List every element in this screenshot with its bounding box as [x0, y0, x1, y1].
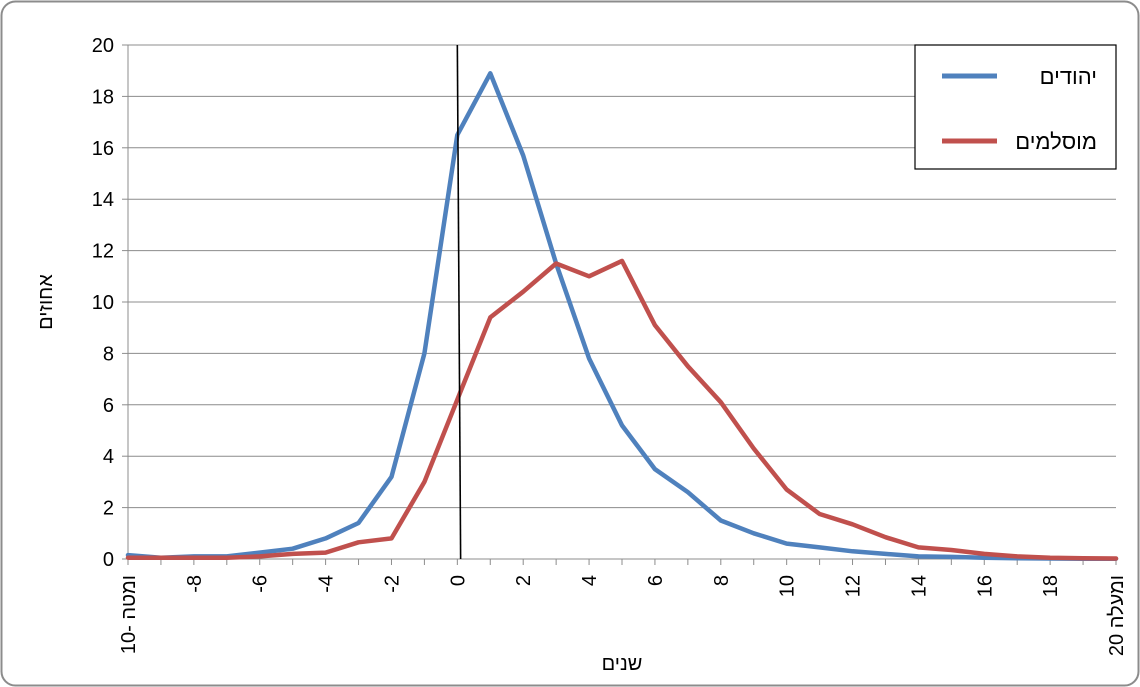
reference-line — [456, 44, 462, 560]
x-tick-label: 2 — [513, 575, 535, 586]
x-tick-label: 8 — [711, 575, 733, 586]
y-tick-label: 12 — [92, 241, 114, 263]
legend-label: יהודים — [1040, 64, 1097, 89]
x-tick-label: -4 — [316, 575, 338, 593]
x-tick-label: 12 — [843, 575, 865, 597]
x-tick-label: 20 ומעלה — [1106, 575, 1128, 656]
x-tick-label: 10- ומטה — [118, 575, 140, 654]
x-tick-label: 4 — [579, 575, 601, 586]
y-tick-label: 14 — [92, 189, 114, 211]
y-axis-title: אחוזים — [35, 274, 57, 330]
x-tick-label: 6 — [645, 575, 667, 586]
y-tick-label: 8 — [103, 343, 114, 365]
x-tick-label: -8 — [184, 575, 206, 593]
legend: יהודים מוסלמים — [914, 44, 1117, 170]
x-axis-title: שנים — [602, 653, 643, 675]
y-tick-label: 16 — [92, 138, 114, 160]
series-lines — [125, 71, 1119, 561]
series-line-1 — [125, 71, 1119, 561]
y-tick-label: 0 — [103, 549, 114, 571]
x-tick-label: -2 — [381, 575, 403, 593]
y-tick-label: 18 — [92, 86, 114, 108]
legend-box — [914, 44, 1117, 170]
y-tick-label: 2 — [103, 498, 114, 520]
y-tick-label: 10 — [92, 292, 114, 314]
x-tick-labels: 10- ומטה -8 -6 -4 -2 0 2 4 6 8 10 12 14 16 18 20 ומעלה — [118, 575, 1128, 656]
x-tick-label: 16 — [974, 575, 996, 597]
series-line-2 — [125, 258, 1119, 561]
y-tick-label: 20 — [92, 35, 114, 57]
reference-line-group — [456, 44, 462, 560]
x-tick-label: 14 — [908, 575, 930, 597]
x-tick-label: -6 — [250, 575, 272, 593]
x-tick-label: 0 — [447, 575, 469, 586]
x-tick-label: 10 — [777, 575, 799, 597]
y-tick-label: 4 — [103, 446, 114, 468]
y-tick-label: 6 — [103, 395, 114, 417]
legend-label: מוסלמים — [1015, 129, 1097, 154]
x-tick-label: 18 — [1040, 575, 1062, 597]
y-tick-labels: 0 2 4 6 8 10 12 14 16 18 20 — [92, 35, 114, 571]
